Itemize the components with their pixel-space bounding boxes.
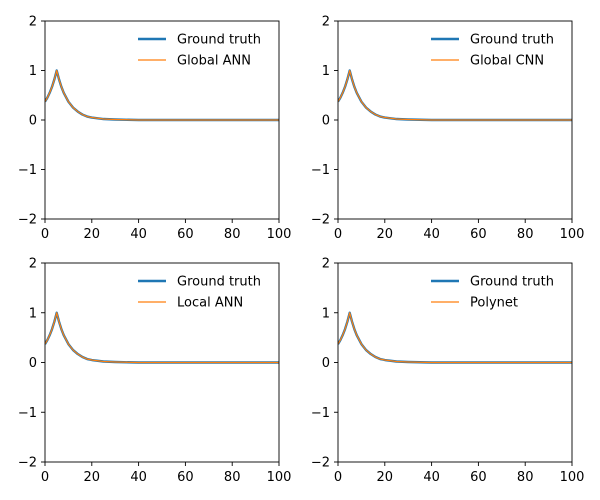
x-tick-label: 80 [224, 227, 241, 242]
legend-label-2: Global CNN [470, 54, 544, 69]
x-tick-label: 20 [377, 227, 394, 242]
series-line-2 [45, 312, 279, 364]
legend: Ground truth Global ANN [138, 33, 261, 69]
legend-label-1: Ground truth [470, 33, 554, 48]
subplot-3: 0 20 40 60 80 100 2 1 0 −1 −2 Ground truth Local ANN [18, 257, 292, 486]
legend: Ground truth Global CNN [431, 33, 554, 69]
legend-label-2: Global ANN [177, 54, 251, 69]
x-tick-label: 80 [517, 227, 534, 242]
x-tick-label: 100 [560, 470, 585, 485]
y-tick-label: −2 [18, 456, 37, 471]
x-tick-label: 0 [334, 470, 342, 485]
y-tick-label: 1 [322, 306, 330, 321]
subplot-1: 0 20 40 60 80 100 2 1 0 −1 −2 Ground truth Global AN… [18, 15, 292, 243]
y-tick-label: 0 [322, 114, 330, 129]
legend: Ground truth Local ANN [138, 275, 261, 311]
y-tick-label: 2 [322, 15, 330, 30]
x-tick-label: 100 [267, 227, 292, 242]
x-tick-label: 80 [224, 470, 241, 485]
x-tick-label: 0 [41, 227, 49, 242]
subplot-2: 0 20 40 60 80 100 2 1 0 −1 −2 Ground truth Global CN… [311, 15, 585, 243]
x-tick-label: 80 [517, 470, 534, 485]
y-tick-label: 2 [29, 257, 37, 272]
legend-label-2: Local ANN [177, 296, 243, 311]
legend-label-1: Ground truth [470, 275, 554, 290]
x-tick-label: 0 [41, 470, 49, 485]
series-line-2 [45, 69, 279, 121]
y-tick-label: 1 [29, 64, 37, 79]
y-tick-label: −1 [18, 406, 37, 421]
x-tick-label: 40 [130, 470, 147, 485]
x-tick-label: 60 [177, 227, 194, 242]
x-tick-label: 100 [560, 227, 585, 242]
legend-label-2: Polynet [470, 296, 518, 311]
y-tick-label: −1 [18, 163, 37, 178]
y-tick-label: 0 [29, 356, 37, 371]
y-tick-label: −1 [311, 406, 330, 421]
legend-label-1: Ground truth [177, 275, 261, 290]
x-tick-label: 0 [334, 227, 342, 242]
x-tick-label: 60 [470, 227, 487, 242]
y-tick-label: 1 [29, 306, 37, 321]
y-tick-label: 0 [29, 114, 37, 129]
subplot-4: 0 20 40 60 80 100 2 1 0 −1 −2 Ground truth Polynet [311, 257, 585, 486]
x-tick-label: 60 [177, 470, 194, 485]
legend: Ground truth Polynet [431, 275, 554, 311]
x-tick-label: 40 [423, 227, 440, 242]
series-line-2 [338, 69, 572, 121]
x-tick-label: 40 [130, 227, 147, 242]
x-tick-label: 100 [267, 470, 292, 485]
legend-label-1: Ground truth [177, 33, 261, 48]
x-tick-label: 20 [84, 470, 101, 485]
y-tick-label: −2 [18, 213, 37, 228]
x-tick-label: 20 [377, 470, 394, 485]
y-tick-label: −2 [311, 213, 330, 228]
series-line-2 [338, 312, 572, 364]
y-tick-label: 2 [322, 257, 330, 272]
y-tick-label: 2 [29, 15, 37, 30]
x-tick-label: 40 [423, 470, 440, 485]
y-tick-label: 1 [322, 64, 330, 79]
x-tick-label: 60 [470, 470, 487, 485]
y-tick-label: 0 [322, 356, 330, 371]
y-tick-label: −1 [311, 163, 330, 178]
y-tick-label: −2 [311, 456, 330, 471]
x-tick-label: 20 [84, 227, 101, 242]
